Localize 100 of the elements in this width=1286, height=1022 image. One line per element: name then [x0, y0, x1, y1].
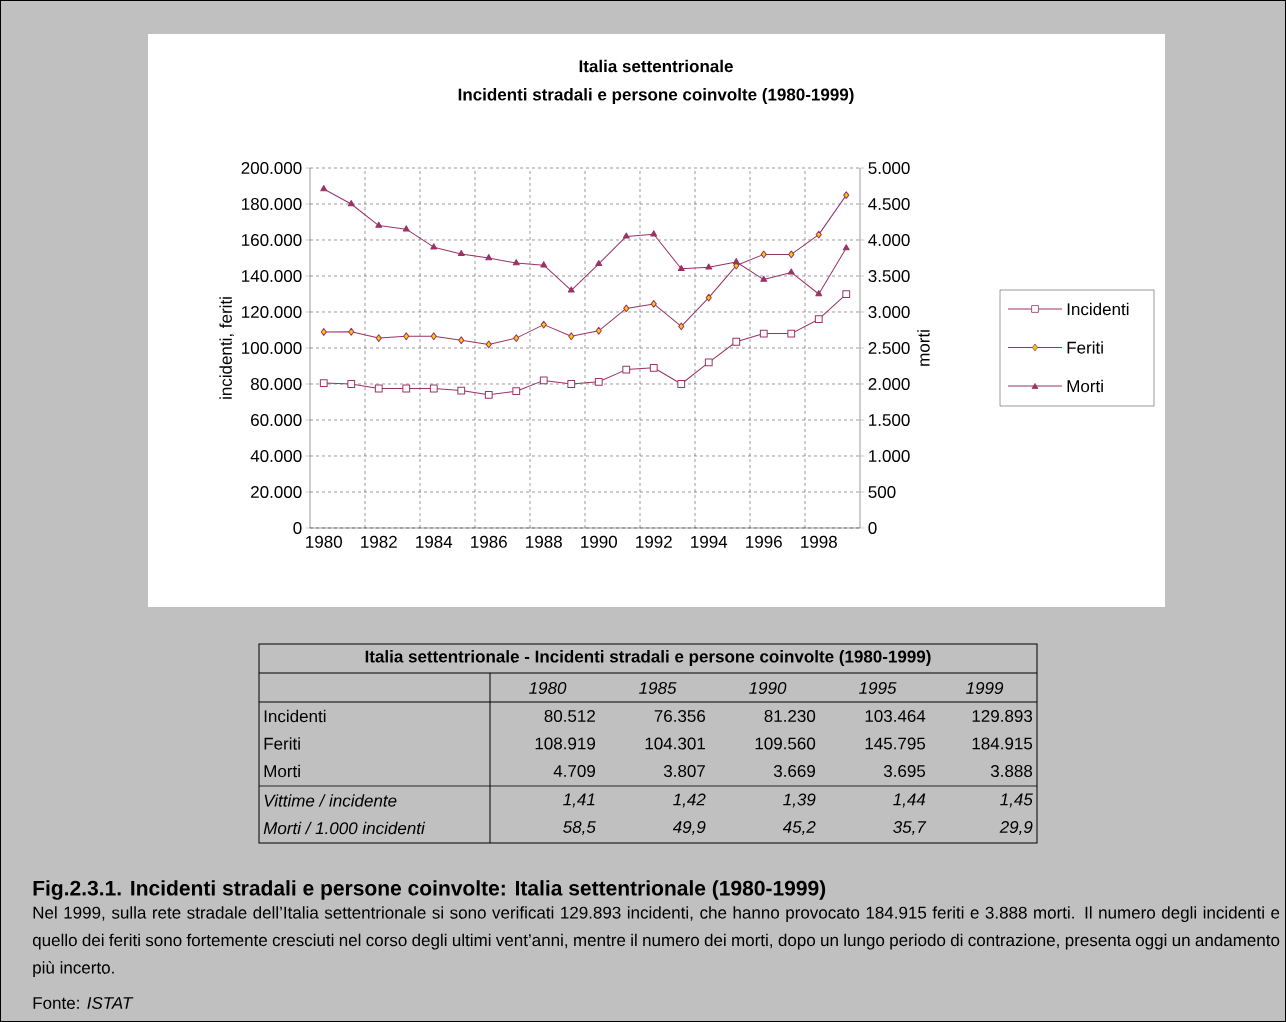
point — [568, 332, 575, 341]
text: 1995 — [859, 681, 897, 695]
point — [567, 380, 576, 388]
point — [787, 329, 796, 338]
point — [814, 315, 823, 324]
point — [512, 259, 520, 266]
x-tick-label: 1994 — [691, 535, 728, 548]
y2-tick-label: 500 — [868, 485, 896, 499]
point — [650, 230, 658, 237]
text: 103.464 — [865, 709, 926, 723]
point — [622, 365, 631, 374]
point — [732, 258, 740, 265]
point — [788, 250, 795, 259]
y-tick-label: 0 — [293, 521, 302, 535]
point — [759, 329, 768, 338]
point — [650, 300, 657, 308]
y2-tick-label: 1.000 — [869, 449, 910, 463]
x-tick-label: 1984 — [416, 535, 453, 548]
point — [319, 379, 328, 387]
text: Morti — [264, 764, 300, 778]
chart-subtitle: Incidenti stradali e persone coinvolte (1980-1999) — [458, 88, 854, 104]
text: Morti / 1.000 incidenti — [263, 821, 426, 835]
text: Feriti — [264, 737, 300, 750]
y-tick-label: 60.000 — [251, 413, 302, 427]
x-tick-label: 1996 — [746, 535, 782, 548]
text: 3.888 — [990, 764, 1033, 778]
text: 81.230 — [764, 709, 816, 723]
point — [484, 390, 493, 399]
caption: Fig.2.3.1. Incidenti stradali e persone coinvolte: Italia settentrionale (1980-1999) — [33, 880, 826, 900]
point — [457, 386, 466, 395]
text: 1990 — [749, 681, 787, 695]
y-tick-label: 200.000 — [241, 161, 302, 175]
y-tick-label: 120.000 — [242, 305, 302, 319]
legend-label: Feriti — [1067, 341, 1103, 354]
y2-tick-label: 3.500 — [868, 269, 910, 283]
y2-tick-label: 2.000 — [868, 377, 910, 391]
point — [430, 332, 437, 341]
y-tick-label: 40.000 — [250, 449, 302, 463]
y-tick-label: 80.000 — [250, 377, 302, 391]
text: 1,41 — [563, 793, 595, 808]
point — [375, 334, 382, 342]
text: 76.356 — [654, 709, 706, 723]
point — [649, 363, 658, 372]
y2-axis-title: morti — [917, 330, 930, 366]
point — [458, 336, 465, 345]
point — [429, 384, 438, 393]
point — [705, 293, 712, 302]
y2-tick-label: 2.500 — [868, 341, 910, 355]
point — [595, 259, 603, 267]
point — [540, 261, 548, 268]
chart-title: Italia settentrionale — [579, 59, 733, 73]
text: 80.512 — [544, 709, 595, 723]
y-tick-label: 160.000 — [242, 233, 302, 247]
point — [623, 304, 630, 313]
y-tick-label: 180.000 — [242, 197, 302, 211]
y-tick-label: 140.000 — [242, 269, 302, 283]
point — [732, 337, 741, 346]
text: 4.709 — [553, 764, 595, 778]
point — [457, 250, 465, 257]
point — [705, 263, 713, 270]
point — [375, 221, 383, 228]
x-tick-label: 1986 — [471, 535, 507, 548]
point — [815, 230, 822, 239]
text: 3.669 — [773, 764, 815, 778]
y-tick-label: 100.000 — [242, 341, 302, 355]
y2-tick-label: 3.000 — [868, 305, 910, 319]
point — [677, 264, 685, 271]
text: 45,2 — [782, 820, 816, 836]
text: Vittime / incidente — [264, 794, 397, 807]
point — [513, 334, 520, 342]
point — [348, 327, 355, 336]
x-tick-label: 1982 — [361, 535, 397, 548]
y2-tick-label: 4.000 — [868, 233, 910, 247]
text: 1,44 — [893, 793, 926, 808]
text: 145.795 — [865, 737, 926, 750]
y-tick-label: 20.000 — [251, 485, 302, 499]
point — [704, 358, 713, 367]
point — [815, 290, 823, 297]
point — [347, 200, 355, 207]
point — [677, 380, 686, 388]
y2-tick-label: 5.000 — [868, 161, 910, 175]
point — [760, 250, 767, 259]
point — [595, 326, 602, 335]
legend-label: Morti — [1067, 379, 1103, 393]
text: 3.807 — [663, 764, 705, 778]
text: Nel 1999, sulla rete stradale dell’Italia settentrionale si sono verificati 129.893 incidenti, che hanno provocato 184.915 feriti e 3.888 morti. Il numero degli incidenti e quello dei feriti sono fortemente cresciuti nel corso degli ultimi vent’anni, mentre il numero dei morti, dopo un lungo periodo di contrazione, presenta oggi un andamento più incerto. — [32, 906, 1280, 978]
point — [430, 243, 438, 250]
text: 35,7 — [893, 820, 927, 836]
legend-label: Incidenti — [1067, 302, 1129, 316]
text: 1999 — [966, 681, 1004, 695]
point — [402, 225, 410, 232]
y2-tick-label: 0 — [868, 521, 877, 535]
text: Incidenti — [264, 709, 326, 723]
text: 108.919 — [535, 737, 595, 750]
x-tick-label: 1980 — [306, 535, 342, 548]
point — [787, 268, 795, 275]
point — [567, 286, 575, 293]
point — [842, 290, 851, 299]
text: 1985 — [639, 681, 677, 695]
point — [843, 191, 850, 200]
